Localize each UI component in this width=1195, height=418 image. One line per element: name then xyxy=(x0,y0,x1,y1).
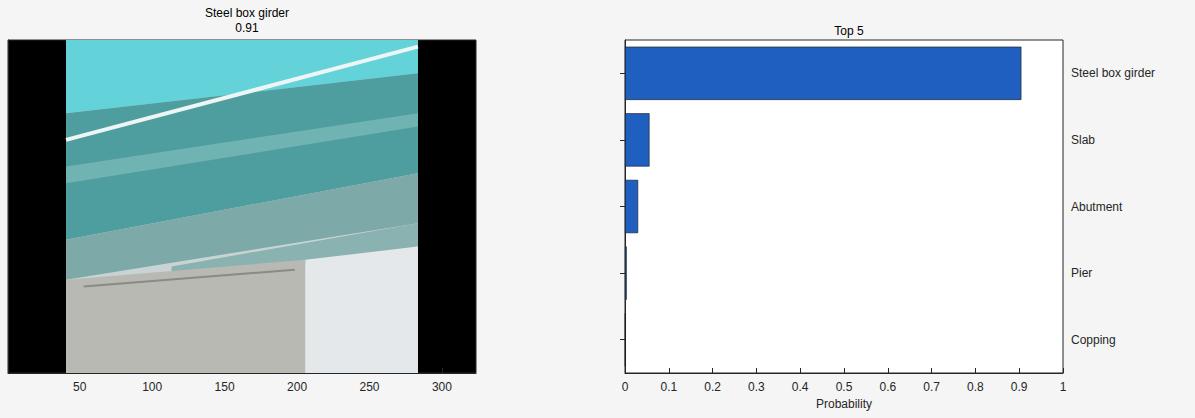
svg-text:150: 150 xyxy=(215,380,235,394)
svg-text:0.6: 0.6 xyxy=(879,380,896,394)
svg-text:50: 50 xyxy=(73,380,87,394)
svg-text:Abutment: Abutment xyxy=(1071,200,1123,214)
svg-text:Steel box girder: Steel box girder xyxy=(1071,66,1155,80)
svg-text:100: 100 xyxy=(142,380,162,394)
svg-text:0.1: 0.1 xyxy=(660,380,677,394)
svg-text:0.4: 0.4 xyxy=(792,380,809,394)
svg-text:Top 5: Top 5 xyxy=(834,24,864,38)
svg-text:300: 300 xyxy=(432,380,452,394)
svg-text:250: 250 xyxy=(359,380,379,394)
svg-text:Steel box girder: Steel box girder xyxy=(205,6,289,20)
svg-text:0.7: 0.7 xyxy=(923,380,940,394)
svg-text:Copping: Copping xyxy=(1071,333,1116,347)
svg-text:0.8: 0.8 xyxy=(967,380,984,394)
svg-text:0.9: 0.9 xyxy=(1011,380,1028,394)
svg-text:0.91: 0.91 xyxy=(235,21,259,35)
svg-text:0.2: 0.2 xyxy=(704,380,721,394)
svg-text:Slab: Slab xyxy=(1071,133,1095,147)
svg-text:1: 1 xyxy=(1060,380,1067,394)
svg-text:0: 0 xyxy=(622,380,629,394)
svg-text:Pier: Pier xyxy=(1071,266,1092,280)
svg-text:200: 200 xyxy=(287,380,307,394)
svg-text:Probability: Probability xyxy=(816,397,872,411)
svg-text:0.3: 0.3 xyxy=(748,380,765,394)
svg-text:0.5: 0.5 xyxy=(836,380,853,394)
